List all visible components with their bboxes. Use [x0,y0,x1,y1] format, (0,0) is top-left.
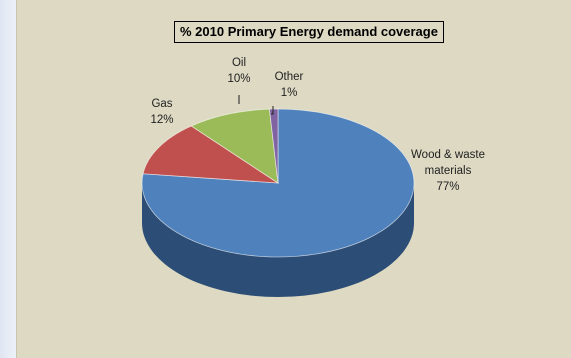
slice-value-label-0: 77% [436,181,459,193]
slice-value-label-1: 12% [150,114,173,126]
pie-side-0 [142,183,414,297]
slice-name-label-3: Other [275,71,304,83]
leader-line-3 [271,106,274,115]
pie-slice-1 [142,125,280,184]
slice-name-label-2: Oil [232,57,246,69]
chart-title: % 2010 Primary Energy demand coverage [174,21,444,43]
slice-value-label-2: 10% [227,73,250,85]
chart-area: % 2010 Primary Energy demand coverage Wo… [16,0,571,358]
slice-name-label-0: materials [425,165,472,177]
slice-name-label-0: Wood & waste [411,149,485,161]
pie-slice-2 [190,108,279,184]
pie-slice-3 [269,108,279,184]
slice-value-label-3: 1% [281,87,298,99]
pie-chart: Wood & waste materials 77% Gas 12% Oil 10% Othe… [141,57,485,297]
slice-name-label-1: Gas [151,98,172,110]
